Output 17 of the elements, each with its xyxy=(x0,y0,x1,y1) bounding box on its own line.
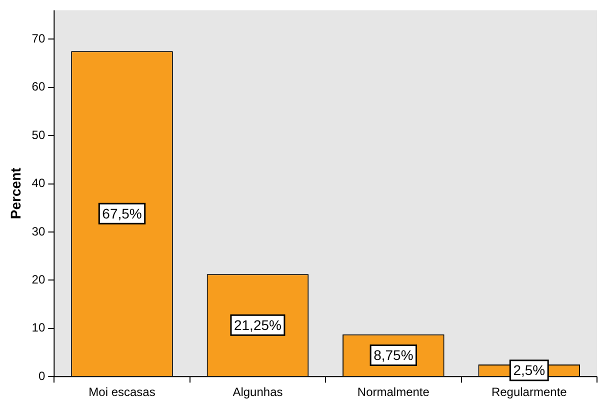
x-tick-label: Normalmente xyxy=(357,385,430,400)
x-tick-label: Algunhas xyxy=(232,385,283,400)
y-tick-label: 30 xyxy=(32,224,46,238)
x-tick-label: Regularmente xyxy=(491,385,568,400)
data-label: 67,5% xyxy=(102,206,142,222)
y-tick-label: 50 xyxy=(32,128,46,142)
y-tick-label: 40 xyxy=(32,176,46,190)
y-tick-label: 20 xyxy=(32,272,46,286)
data-label: 2,5% xyxy=(513,362,546,378)
y-tick-label: 0 xyxy=(38,368,46,383)
y-tick-label: 70 xyxy=(32,31,46,46)
y-axis-title: Percent xyxy=(7,167,24,220)
y-tick-label: 60 xyxy=(32,80,46,94)
data-label: 8,75% xyxy=(374,347,414,364)
x-tick-label: Moi escasas xyxy=(88,385,156,400)
y-tick-label: 10 xyxy=(32,320,46,335)
data-label: 21,25% xyxy=(234,316,282,333)
